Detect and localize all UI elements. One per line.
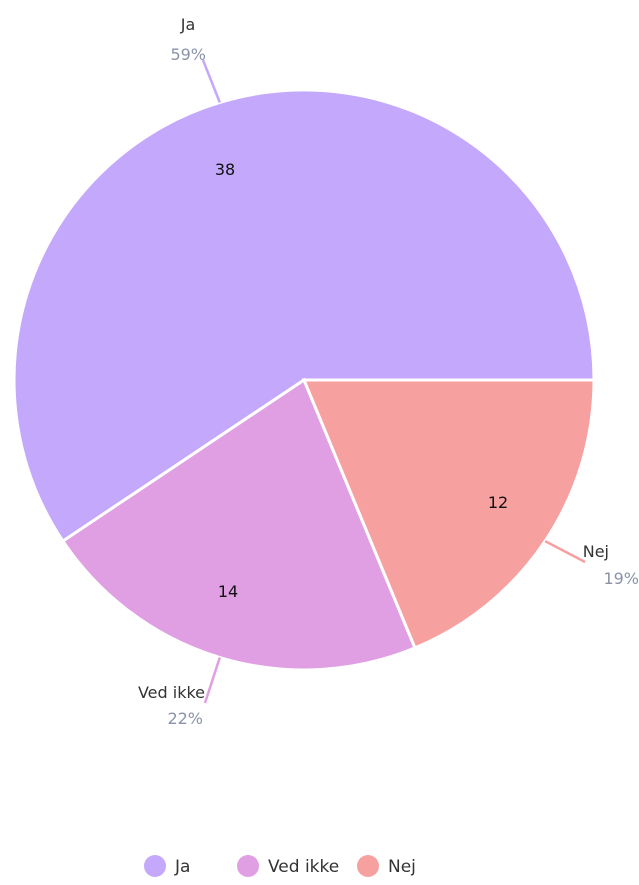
legend: Ja Ved ikke Nej [144,855,416,877]
pie-labels: 38 Ja 59% 14 Ved ikke 22% 12 Nej 19% [138,15,639,728]
legend-label-nej: Nej [388,857,416,877]
slice-name-nej: Nej [583,542,609,561]
pie-slice-ved-ikke [60,377,417,672]
legend-label-ved-ikke: Ved ikke [268,857,339,877]
legend-swatch-ja [144,855,166,877]
pie-slice-nej [301,378,596,650]
slice-percent-ja: 59% [170,45,206,64]
pie-slices [12,88,596,672]
data-label-ved-ikke: 14 [218,582,238,601]
leader-line-ja [201,59,221,103]
slice-name-ja: Ja [180,15,196,34]
legend-swatch-ved-ikke [237,855,259,877]
data-label-ja: 38 [215,160,235,179]
leader-line-ved-ikke [203,657,222,704]
leader-lines [201,59,586,704]
slice-name-ved-ikke: Ved ikke [138,683,205,702]
slice-percent-nej: 19% [603,569,639,588]
slice-percent-ved-ikke: 22% [167,709,203,728]
data-label-nej: 12 [488,493,508,512]
leader-line-nej [544,540,586,564]
pie-slice-ja [12,88,596,544]
legend-swatch-nej [357,855,379,877]
legend-label-ja: Ja [174,857,190,877]
